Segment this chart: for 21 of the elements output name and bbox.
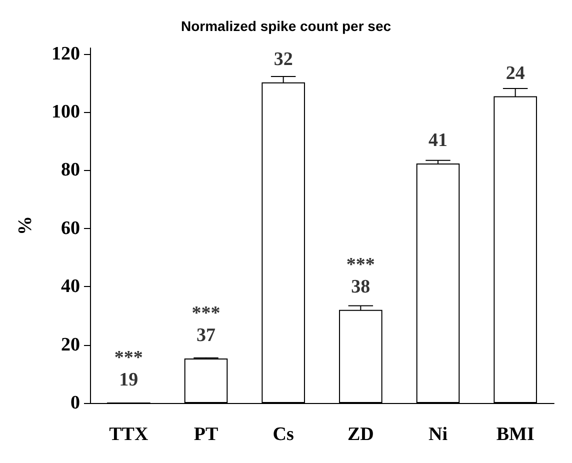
y-tick-label: 0: [70, 392, 80, 414]
annotation: *** 19: [114, 348, 143, 390]
y-tick-label: 20: [61, 334, 80, 356]
x-tick-label: Cs: [272, 424, 294, 445]
y-tick-label: 100: [52, 102, 80, 123]
x-tick-label: ZD: [347, 424, 374, 445]
y-tick-label: 120: [52, 43, 80, 64]
x-tick-label: TTX: [109, 424, 148, 445]
x-tick-label: Ni: [428, 424, 448, 445]
x-tick-label: BMI: [496, 424, 534, 445]
annotation: 32: [274, 48, 293, 70]
y-tick-label: 80: [61, 160, 80, 181]
y-axis-title: %: [15, 216, 36, 235]
y-tick-label: 60: [61, 218, 80, 239]
y-tick-label: 40: [61, 276, 80, 298]
annotation: 41: [428, 130, 448, 152]
chart-title: Normalized spike count per sec: [180, 18, 392, 34]
x-tick-label: PT: [194, 424, 218, 445]
annotation: 24: [506, 62, 526, 84]
annotation: *** 37: [192, 302, 220, 346]
annotation: *** 38: [346, 254, 375, 298]
